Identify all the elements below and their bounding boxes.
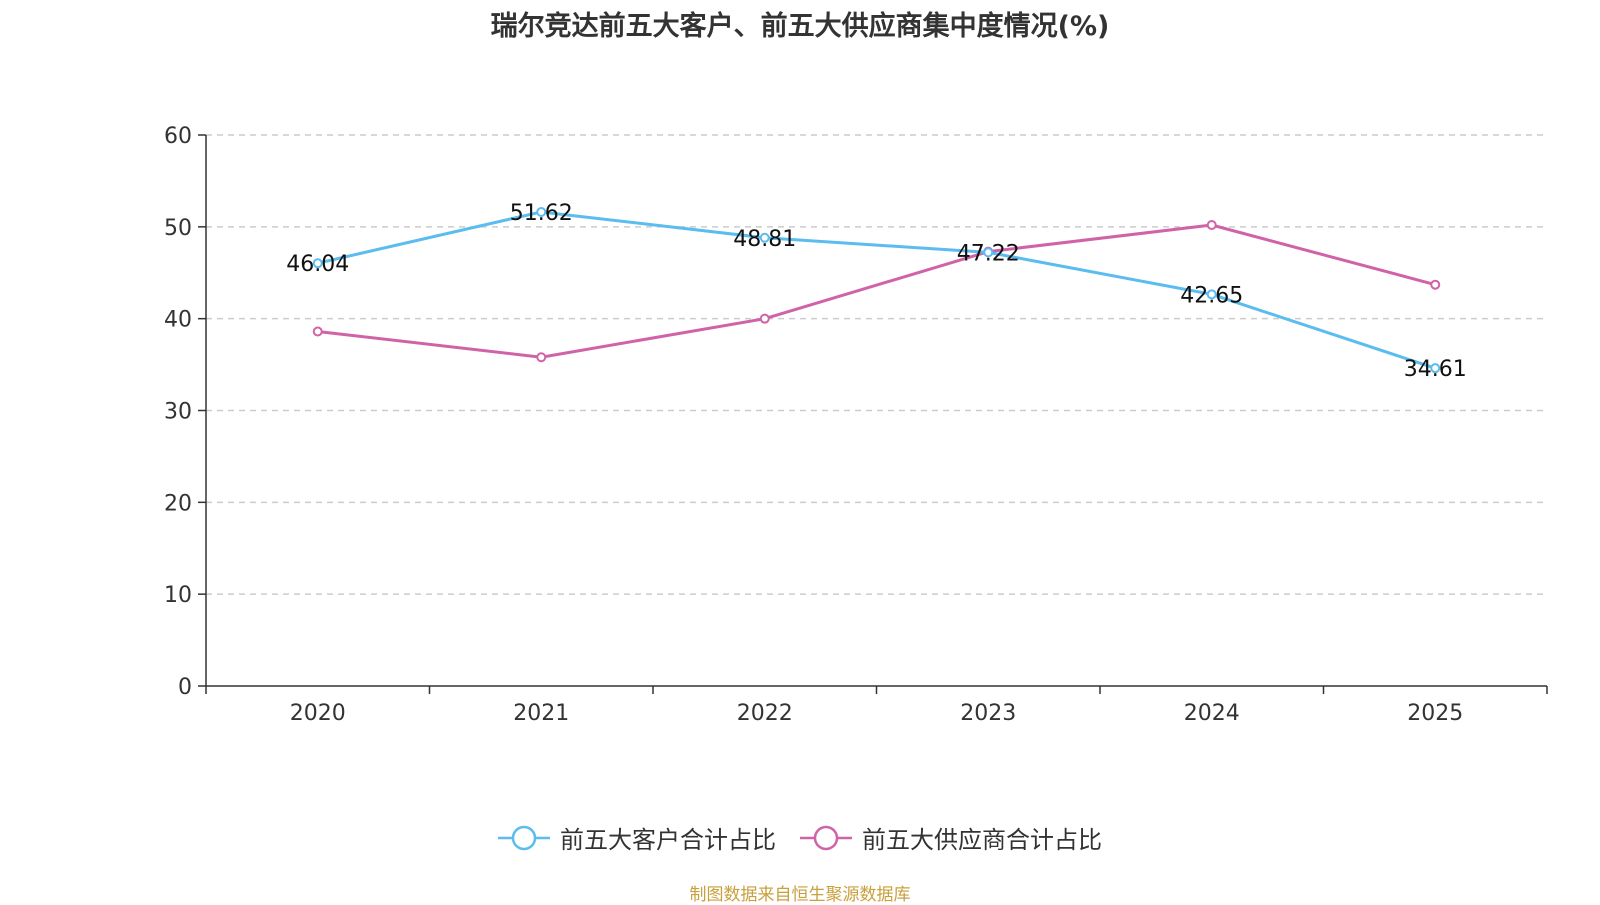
data-point-1-2025 bbox=[1430, 279, 1441, 290]
legend-marker-customers bbox=[498, 825, 550, 850]
data-point-0-2024 bbox=[1206, 289, 1217, 300]
data-label-2023: 47.22 bbox=[957, 241, 1020, 266]
data-point-0-2023 bbox=[983, 247, 994, 258]
series-line-0 bbox=[317, 210, 1436, 370]
data-label-2021: 51.62 bbox=[510, 201, 573, 226]
data-point-0-2022 bbox=[759, 232, 770, 243]
data-point-1-2021 bbox=[536, 352, 547, 363]
y-tick-label-30: 30 bbox=[164, 400, 192, 425]
data-point-1-2024 bbox=[1206, 219, 1217, 230]
x-tick-label-2020: 2020 bbox=[290, 701, 346, 726]
y-tick-label-20: 20 bbox=[164, 491, 192, 516]
y-tick-label-50: 50 bbox=[164, 216, 192, 241]
legend-item-customers[interactable]: 前五大客户合计占比 bbox=[498, 820, 776, 855]
series-0 bbox=[312, 206, 1441, 374]
y-tick-label-0: 0 bbox=[178, 675, 192, 700]
legend: 前五大客户合计占比 前五大供应商合计占比 bbox=[0, 820, 1600, 855]
data-label-2022: 48.81 bbox=[733, 227, 796, 252]
legend-label-customers: 前五大客户合计占比 bbox=[560, 826, 776, 854]
y-tick-label-40: 40 bbox=[164, 308, 192, 333]
legend-item-suppliers[interactable]: 前五大供应商合计占比 bbox=[800, 820, 1102, 855]
data-point-1-2020 bbox=[312, 326, 323, 337]
x-tick-label-2024: 2024 bbox=[1184, 701, 1240, 726]
series-1 bbox=[312, 219, 1441, 363]
data-source-note: 制图数据来自恒生聚源数据库 bbox=[689, 885, 911, 905]
data-label-2024: 42.65 bbox=[1180, 283, 1243, 308]
series-line-1 bbox=[317, 223, 1436, 359]
x-tick-label-2022: 2022 bbox=[737, 701, 793, 726]
y-tick-label-10: 10 bbox=[164, 583, 192, 608]
chart-title: 瑞尔竞达前五大客户、前五大供应商集中度情况(%) bbox=[490, 11, 1110, 42]
legend-label-suppliers: 前五大供应商合计占比 bbox=[862, 826, 1102, 854]
x-tick-label-2025: 2025 bbox=[1407, 701, 1463, 726]
x-tick-label-2023: 2023 bbox=[960, 701, 1016, 726]
data-label-2020: 46.04 bbox=[286, 252, 349, 277]
data-point-1-2022 bbox=[759, 313, 770, 324]
data-point-0-2025 bbox=[1430, 363, 1441, 374]
legend-marker-suppliers bbox=[800, 825, 852, 850]
x-tick-label-2021: 2021 bbox=[513, 701, 569, 726]
data-label-2025: 34.61 bbox=[1404, 357, 1467, 382]
data-point-0-2020 bbox=[312, 258, 323, 269]
data-point-0-2021 bbox=[536, 206, 547, 217]
y-tick-label-60: 60 bbox=[164, 124, 192, 149]
